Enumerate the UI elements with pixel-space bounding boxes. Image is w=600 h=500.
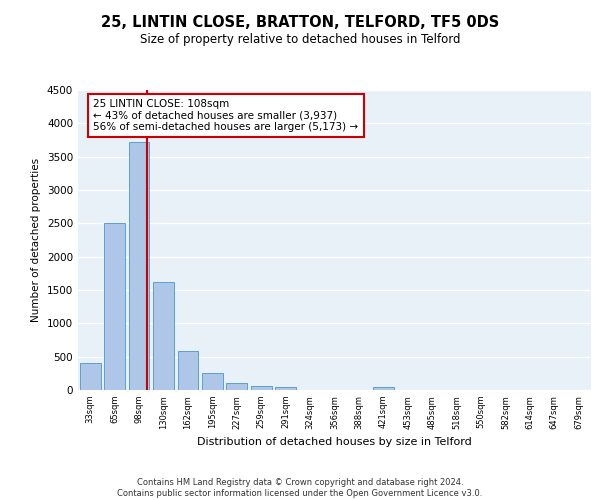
Bar (128, 142, 149, 390)
Y-axis label: Number of detached properties: Number of detached properties (31, 158, 41, 322)
Bar (251, 386, 272, 390)
Bar (373, 386, 394, 390)
Bar (80, 364, 101, 390)
Text: 25, LINTIN CLOSE, BRATTON, TELFORD, TF5 0DS: 25, LINTIN CLOSE, BRATTON, TELFORD, TF5 … (101, 15, 499, 30)
X-axis label: Distribution of detached houses by size in Telford: Distribution of detached houses by size … (197, 437, 472, 447)
Text: Contains HM Land Registry data © Crown copyright and database right 2024.
Contai: Contains HM Land Registry data © Crown c… (118, 478, 482, 498)
Text: Size of property relative to detached houses in Telford: Size of property relative to detached ho… (140, 32, 460, 46)
Bar (226, 382, 247, 390)
Bar (153, 282, 174, 390)
Bar (178, 350, 199, 390)
Bar (104, 224, 125, 390)
Bar (202, 374, 223, 390)
Bar (275, 386, 296, 390)
Text: 25 LINTIN CLOSE: 108sqm
← 43% of detached houses are smaller (3,937)
56% of semi: 25 LINTIN CLOSE: 108sqm ← 43% of detache… (94, 99, 359, 132)
